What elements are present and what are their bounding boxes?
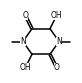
Text: O: O	[22, 11, 28, 20]
Text: O: O	[54, 63, 60, 72]
Text: OH: OH	[51, 11, 63, 20]
Text: N: N	[20, 37, 26, 46]
Text: N: N	[56, 37, 62, 46]
Text: OH: OH	[19, 63, 31, 72]
